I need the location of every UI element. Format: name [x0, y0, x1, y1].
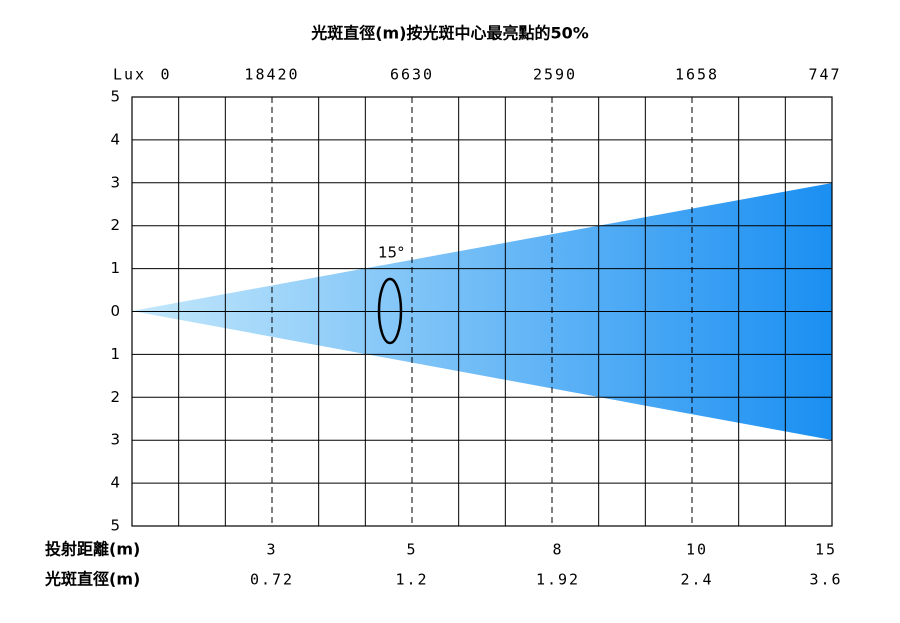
y-label: 3	[110, 431, 120, 449]
lux-value: 747	[808, 66, 841, 84]
y-label: 0	[110, 302, 120, 320]
y-label: 1	[110, 345, 120, 363]
diameter-value: 2.4	[680, 571, 713, 589]
y-label: 2	[110, 388, 120, 406]
y-label: 3	[110, 173, 120, 191]
diameter-value: 3.6	[809, 571, 842, 589]
lux-value: 2590	[533, 66, 577, 84]
y-label: 4	[110, 474, 120, 492]
distance-value: 8	[552, 541, 563, 559]
distance-label: 投射距離(m)	[45, 540, 140, 559]
distance-value: 10	[686, 541, 708, 559]
angle-label: 15°	[378, 244, 405, 262]
lux-value: 18420	[244, 66, 299, 84]
diameter-value: 1.92	[536, 571, 580, 589]
title: 光斑直徑(m)按光斑中心最亮點的50%	[310, 24, 589, 43]
diameter-label: 光斑直徑(m)	[44, 570, 140, 589]
diameter-value: 0.72	[250, 571, 294, 589]
lux-value: 6630	[390, 66, 434, 84]
diameter-value: 1.2	[395, 571, 428, 589]
lux-label: Lux	[113, 66, 146, 84]
distance-value: 5	[406, 541, 417, 559]
y-label: 5	[110, 517, 120, 535]
distance-value: 3	[266, 541, 277, 559]
lux-value: 1658	[675, 66, 719, 84]
angle-marker	[377, 277, 403, 345]
y-label: 2	[110, 216, 120, 234]
y-label: 1	[110, 259, 120, 277]
lux-value: 0	[160, 66, 171, 84]
plot-frame	[131, 96, 833, 527]
distance-value: 15	[815, 541, 837, 559]
y-label: 4	[110, 130, 120, 148]
y-label: 5	[110, 88, 120, 106]
